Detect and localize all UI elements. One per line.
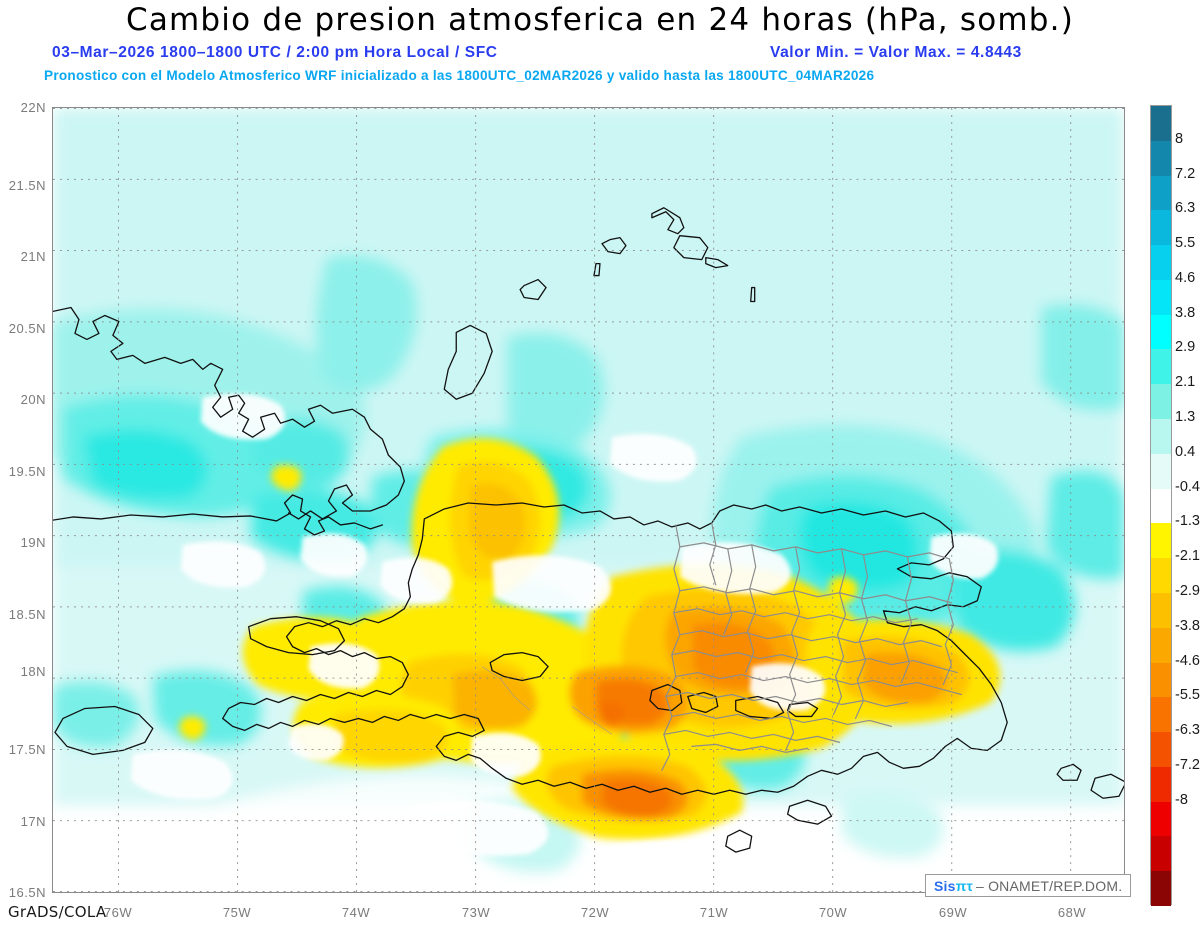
colorbar-tick-labels: 8 7.2 6.3 5.5 4.6 3.8 2.9 2.1 1.3 0.4 -0.4 -1.3 -2.1… xyxy=(1175,105,1200,905)
y-axis-tick: 19.5N xyxy=(8,464,46,479)
colorbar-band xyxy=(1151,732,1171,767)
colorbar-band xyxy=(1151,279,1171,315)
colorbar-tick: 3.8 xyxy=(1175,304,1196,321)
colorbar-band xyxy=(1151,210,1171,246)
colorbar-band xyxy=(1151,801,1171,837)
subtitle-row: 03–Mar–2026 1800–1800 UTC / 2:00 pm Hora… xyxy=(52,44,1162,64)
colorbar-band xyxy=(1151,592,1171,628)
colorbar-band xyxy=(1151,419,1171,454)
colorbar-tick: 8 xyxy=(1175,130,1184,147)
colorbar-band xyxy=(1151,697,1171,733)
colorbar-band xyxy=(1151,384,1171,420)
colorbar-band xyxy=(1151,314,1171,350)
colorbar-tick: 0.4 xyxy=(1175,443,1196,460)
colorbar-band xyxy=(1151,523,1171,559)
y-axis-tick: 21N xyxy=(20,249,46,264)
colorbar-tick: 2.9 xyxy=(1175,339,1196,356)
colorbar-band xyxy=(1151,488,1171,524)
colorbar-tick: 2.1 xyxy=(1175,374,1196,391)
colorbar-tick: -3.8 xyxy=(1175,617,1200,634)
colorbar-band xyxy=(1151,627,1171,663)
colorbar-tick: -7.2 xyxy=(1175,756,1200,773)
map-plot-area[interactable] xyxy=(52,107,1125,893)
y-axis-tick: 20.5N xyxy=(8,321,46,336)
colorbar-band xyxy=(1151,175,1171,211)
colorbar-tick: -0.4 xyxy=(1175,478,1200,495)
colorbar-tick: 6.3 xyxy=(1175,200,1196,217)
logo-pi-text: πτ xyxy=(955,877,973,894)
x-axis-tick: 73W xyxy=(461,905,491,920)
subtitle-datetime: 03–Mar–2026 1800–1800 UTC / 2:00 pm Hora… xyxy=(52,44,498,61)
pressure-change-heatmap xyxy=(53,108,1124,892)
y-axis-tick: 19N xyxy=(20,535,46,550)
colorbar-tick: -6.3 xyxy=(1175,722,1200,739)
y-axis-tick: 21.5N xyxy=(8,178,46,193)
y-axis-tick: 16.5N xyxy=(8,885,46,900)
colorbar-band xyxy=(1151,140,1171,176)
y-axis-tick: 18.5N xyxy=(8,607,46,622)
colorbar-band xyxy=(1151,766,1171,802)
chart-header: Cambio de presion atmosferica en 24 hora… xyxy=(0,0,1200,95)
colorbar-band xyxy=(1151,245,1171,280)
colorbar-tick: -8 xyxy=(1175,791,1188,808)
colorbar-band xyxy=(1151,871,1171,906)
y-axis-tick: 22N xyxy=(20,100,46,115)
y-axis-tick: 18N xyxy=(20,664,46,679)
logo-org-text: – ONAMET/REP.DOM. xyxy=(976,877,1123,894)
colorbar-tick: 7.2 xyxy=(1175,165,1196,182)
colorbar-tick: -2.9 xyxy=(1175,582,1200,599)
colorbar-band xyxy=(1151,349,1171,385)
x-axis-tick: 74W xyxy=(341,905,371,920)
colorbar-band xyxy=(1151,558,1171,593)
x-axis-tick: 71W xyxy=(699,905,729,920)
subtitle-model-info: Pronostico con el Modelo Atmosferico WRF… xyxy=(44,68,875,83)
subtitle-minmax: Valor Min. = Valor Max. = 4.8443 xyxy=(770,44,1022,61)
x-axis-tick: 75W xyxy=(222,905,252,920)
x-axis-tick: 72W xyxy=(580,905,610,920)
colorbar-band xyxy=(1151,836,1171,872)
page-title: Cambio de presion atmosferica en 24 hora… xyxy=(125,2,1075,38)
y-axis-tick: 20N xyxy=(20,392,46,407)
y-axis-tick: 17.5N xyxy=(8,742,46,757)
colorbar-tick: -4.6 xyxy=(1175,652,1200,669)
x-axis-tick: 69W xyxy=(938,905,968,920)
onamet-logo-box[interactable]: Sis πτ – ONAMET/REP.DOM. xyxy=(925,874,1132,897)
y-axis-tick: 17N xyxy=(20,814,46,829)
colorbar-tick: -1.3 xyxy=(1175,513,1200,530)
grads-credit: GrADS/COLA xyxy=(8,903,107,921)
colorbar-tick: 5.5 xyxy=(1175,235,1196,252)
x-axis-tick: 70W xyxy=(818,905,848,920)
colorbar-band xyxy=(1151,662,1171,698)
colorbar-tick: -5.5 xyxy=(1175,687,1200,704)
colorbar-tick: 1.3 xyxy=(1175,409,1196,426)
colorbar-band xyxy=(1151,106,1171,141)
colorbar-band xyxy=(1151,453,1171,489)
colorbar-tick: 4.6 xyxy=(1175,269,1196,286)
logo-sis-text: Sis xyxy=(934,877,956,894)
colorbar[interactable] xyxy=(1150,105,1172,906)
x-axis-tick: 68W xyxy=(1057,905,1087,920)
colorbar-tick: -2.1 xyxy=(1175,548,1200,565)
x-axis-tick: 76W xyxy=(103,905,133,920)
